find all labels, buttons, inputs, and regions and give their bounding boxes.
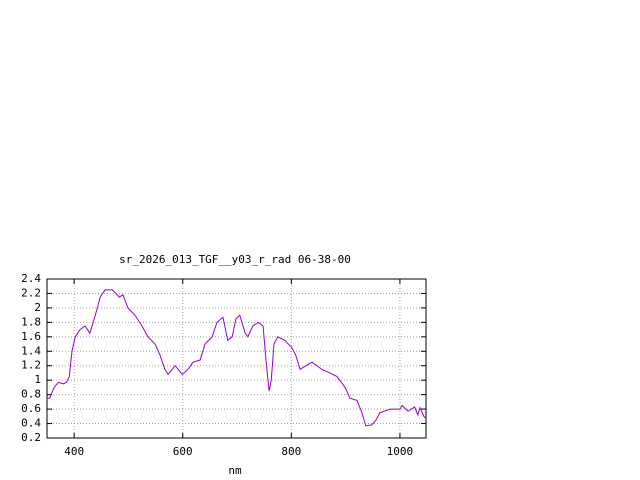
y-tick-label: 1.4 (21, 344, 41, 357)
y-tick-label: 2.2 (21, 286, 41, 299)
y-tick-label: 0.4 (21, 417, 41, 430)
chart-title: sr_2026_013_TGF__y03_r_rad 06-38-00 (119, 253, 351, 266)
y-tick-label: 1.2 (21, 359, 41, 372)
y-tick-label: 2 (34, 301, 41, 314)
y-tick-label: 2.4 (21, 272, 41, 285)
x-tick-label: 400 (64, 445, 84, 458)
y-tick-label: 1.8 (21, 315, 41, 328)
y-tick-label: 1 (34, 373, 41, 386)
y-tick-label: 0.2 (21, 431, 41, 444)
data-line (47, 289, 427, 427)
x-tick-label: 800 (281, 445, 301, 458)
x-tick-label: 600 (173, 445, 193, 458)
x-tick-label: 1000 (387, 445, 414, 458)
plot-frame (46, 278, 427, 439)
y-tick-label: 1.6 (21, 330, 41, 343)
y-tick-label: 0.6 (21, 402, 41, 415)
x-axis-label: nm (228, 464, 242, 477)
y-tick-label: 0.8 (21, 388, 41, 401)
